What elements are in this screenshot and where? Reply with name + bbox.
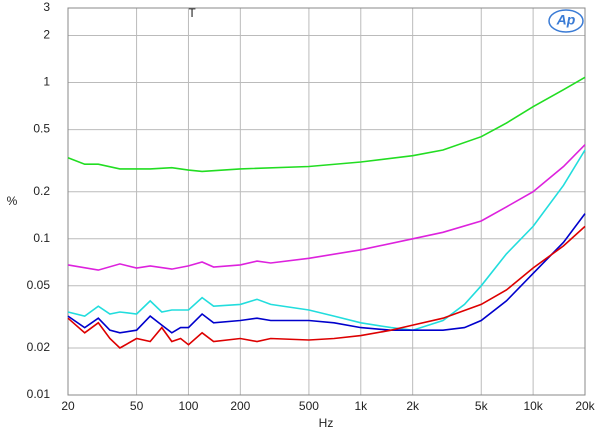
y-tick-label: 0.05: [27, 278, 51, 292]
y-tick-label: 0.5: [33, 122, 50, 136]
chart-title: T: [188, 6, 196, 20]
x-tick-label: 2k: [406, 399, 420, 413]
plot-frame: [67, 7, 586, 396]
x-tick-label: 5k: [475, 399, 489, 413]
x-tick-label: 100: [178, 399, 198, 413]
x-tick-label: 20: [61, 399, 75, 413]
data-line: [67, 149, 586, 332]
y-tick-label: 0.02: [27, 340, 51, 354]
y-tick-label: 0.2: [33, 184, 50, 198]
y-tick-label: 3: [43, 0, 50, 14]
x-tick-label: 200: [230, 399, 250, 413]
x-tick-label: 20k: [575, 399, 595, 413]
x-tick-label: 50: [130, 399, 144, 413]
x-tick-label: 1k: [354, 399, 368, 413]
y-tick-label: 0.1: [33, 231, 50, 245]
x-tick-label: 500: [299, 399, 319, 413]
y-tick-label: 0.01: [27, 387, 51, 401]
x-tick-label: 10k: [523, 399, 543, 413]
x-axis-label: Hz: [319, 416, 334, 430]
data-line: [67, 213, 586, 334]
data-line: [67, 76, 586, 173]
data-line: [67, 144, 586, 271]
y-tick-label: 1: [43, 75, 50, 89]
data-line: [67, 225, 586, 349]
y-axis-label: %: [7, 194, 18, 208]
logo: Ap: [556, 12, 576, 28]
logo-ring: [548, 9, 584, 33]
y-tick-label: 2: [43, 28, 50, 42]
